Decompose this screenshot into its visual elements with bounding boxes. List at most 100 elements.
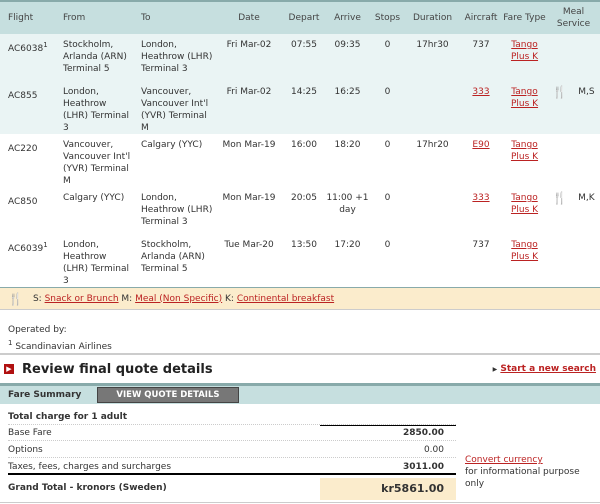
table-row: AC220 Vancouver, Vancouver Int'l (YVR) T… [0,134,600,187]
table-row: AC855 London, Heathrow (LHR) Terminal 3 … [0,81,600,134]
column-header: From [55,1,133,34]
legend-code: K: [225,293,234,304]
arrive: 18:20 [334,140,361,150]
view-quote-details-button[interactable]: VIEW QUOTE DETAILS [97,387,239,403]
fare-type-link[interactable]: Tango Plus K [510,193,539,215]
stops: 0 [370,34,405,81]
legend-code: S: [32,293,42,304]
arrow-right-icon: ▶ [4,364,14,374]
depart: 20:05 [291,193,317,203]
from: London, Heathrow (LHR) Terminal 3 [55,81,133,134]
stops: 0 [384,193,391,203]
column-header: Flight [0,1,55,34]
meal-codes: M,K [578,193,595,203]
duration [405,81,460,134]
flight-number: AC6039 [8,244,44,254]
stops: 0 [384,140,391,150]
aircraft-link[interactable]: E90 [472,140,490,150]
date: Fri Mar-02 [215,81,283,134]
new-search-link[interactable]: Start a new search [500,364,596,374]
depart: 13:50 [291,240,317,250]
meal-icon: 🍴 [552,191,568,205]
arrive: 11:00 +1 day [326,193,369,215]
table-row: AC850 Calgary (YYC) London, Heathrow (LH… [0,187,600,234]
taxes-row: Taxes, fees, charges and surcharges 3011.… [8,460,456,475]
arrow-icon: ▶ [492,366,498,373]
column-header: Meal Service [547,1,600,34]
fare-type-link[interactable]: Tango Plus K [510,87,539,109]
footnote-mark: 1 [43,241,48,249]
fare-type-link[interactable]: Tango Plus K [510,40,539,62]
legend-code: M: [121,293,133,304]
column-header: Depart [283,1,325,34]
aircraft-link[interactable]: 333 [472,87,490,97]
snack-link[interactable]: Snack or Brunch [44,293,119,304]
grand-total-row: Grand Total - kronors (Sweden) kr5861.00 [8,482,444,495]
fare-type-link[interactable]: Tango Plus K [510,140,539,162]
fare-summary-label: Fare Summary [8,390,82,400]
date: Mon Mar-19 [222,140,276,150]
from: Calgary (YYC) [63,193,125,203]
table-row: AC60381 Stockholm, Arlanda (ARN) Termina… [0,34,600,81]
aircraft: 737 [472,240,490,250]
column-header: Stops [370,1,405,34]
to: Vancouver, Vancouver Int'l (YVR) Termina… [133,81,215,134]
operated-by: Operated by: 1 Scandinavian Airlines [0,310,600,355]
table-row: AC60391 London, Heathrow (LHR) Terminal … [0,234,600,287]
stops: 0 [384,240,391,250]
aircraft: 737 [472,40,490,50]
footnote-mark: 1 [43,41,48,49]
review-header: ▶ Review final quote details ▶ Start a n… [0,355,600,383]
depart: 16:00 [291,140,317,150]
convert-note: for informational purpose only [465,467,580,489]
page-title: Review final quote details [22,361,213,377]
column-header: Aircraft [460,1,502,34]
flight-number: AC855 [8,91,38,101]
to: Stockholm, Arlanda (ARN) Terminal 5 [141,240,205,274]
breakfast-link[interactable]: Continental breakfast [236,293,335,304]
options-row: Options 0.00 [8,443,456,458]
date: Mon Mar-19 [222,193,276,203]
duration: 17hr20 [416,140,449,150]
date: Tue Mar-20 [224,240,274,250]
stops: 0 [370,81,405,134]
duration: 17hr30 [405,34,460,81]
column-header: Duration [405,1,460,34]
flight-number: AC6038 [8,44,44,54]
operated-label: Operated by: [8,325,67,335]
column-header: Fare Type [502,1,547,34]
meal-icon: 🍴 [552,85,568,99]
meal-legend: 🍴 S: Snack or Brunch M: Meal (Non Specif… [0,287,600,310]
depart: 07:55 [283,34,325,81]
duration [405,234,460,287]
duration [405,187,460,234]
airline-name: Scandinavian Airlines [15,342,112,352]
from: Vancouver, Vancouver Int'l (YVR) Termina… [63,140,131,186]
meal-link[interactable]: Meal (Non Specific) [135,293,223,304]
arrive: 16:25 [325,81,370,134]
column-header: To [133,1,215,34]
to: London, Heathrow (LHR) Terminal 3 [141,193,213,227]
from: Stockholm, Arlanda (ARN) Terminal 5 [55,34,133,81]
from: London, Heathrow (LHR) Terminal 3 [63,240,129,286]
flight-table: Flight From To Date Depart Arrive Stops Duratio… [0,0,600,287]
fare-type-link[interactable]: Tango Plus K [510,240,539,262]
convert-currency-link[interactable]: Convert currency [465,455,543,465]
footnote-mark: 1 [8,339,13,347]
arrive: 17:20 [334,240,361,250]
meal-icon: 🍴 [8,291,23,306]
depart: 14:25 [283,81,325,134]
to: Calgary (YYC) [141,140,203,150]
date: Fri Mar-02 [215,34,283,81]
to: London, Heathrow (LHR) Terminal 3 [133,34,215,81]
fare-summary-bar: Fare Summary VIEW QUOTE DETAILS [0,383,600,404]
flight-number: AC850 [8,197,38,207]
totals: Total charge for 1 adult Base Fare 2850.0… [0,404,600,504]
aircraft-link[interactable]: 333 [472,193,490,203]
base-fare-row: Base Fare 2850.00 [8,426,456,441]
arrive: 09:35 [325,34,370,81]
meal-codes: M,S [578,87,595,97]
column-header: Arrive [325,1,370,34]
flight-number: AC220 [8,144,38,154]
totals-heading: Total charge for 1 adult [8,410,456,425]
